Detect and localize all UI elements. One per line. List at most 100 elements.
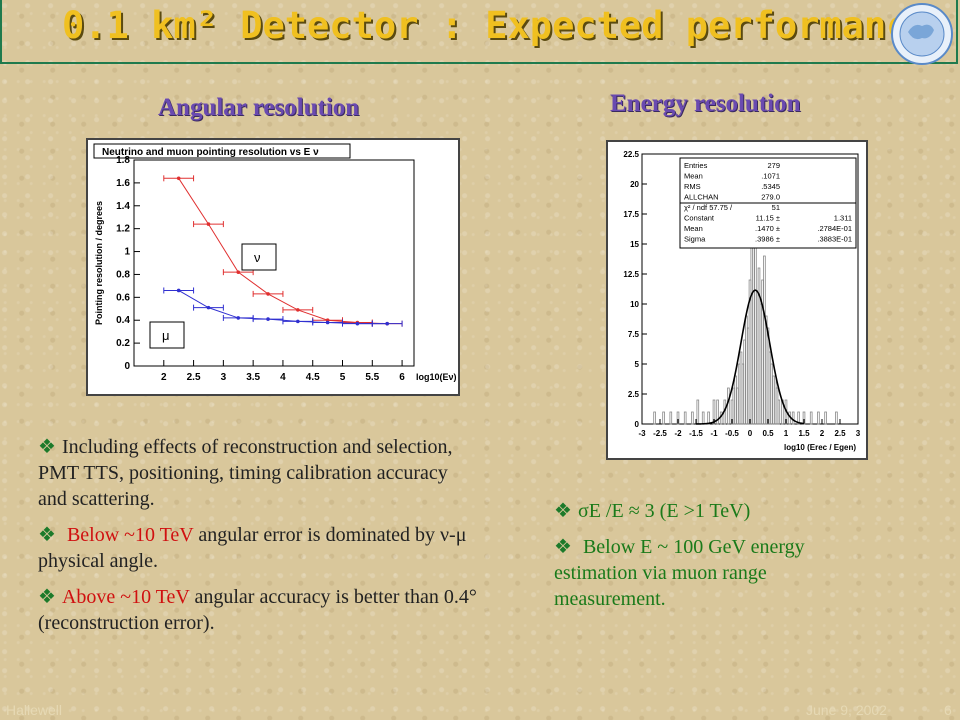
histogram-bin — [669, 411, 673, 425]
diamond-bullet-icon: ❖ — [554, 536, 572, 558]
stats-error: 1.311 — [834, 214, 852, 223]
y-tick-label: 1 — [124, 247, 130, 258]
stats-value: .5345 — [761, 182, 780, 191]
data-point — [236, 270, 241, 274]
x-tick-label: -1 — [710, 429, 718, 438]
left-bullet-3: ❖ Above ~10 TeV angular accuracy is bette… — [38, 586, 477, 634]
y-tick-label: 5 — [635, 360, 640, 369]
x-tick-label: -0.5 — [725, 429, 739, 438]
diamond-bullet-icon: ❖ — [554, 500, 572, 522]
histogram-bin — [716, 399, 719, 425]
histogram-bin — [691, 411, 694, 425]
data-point — [325, 320, 330, 325]
diamond-bullet-icon: ❖ — [38, 524, 56, 546]
chart-title: Neutrino and muon pointing resolution vs… — [102, 147, 319, 158]
x-tick-label: 2 — [820, 429, 825, 438]
y-tick-label: 0 — [124, 361, 130, 372]
histogram-bin — [777, 399, 781, 425]
histogram-bin — [797, 411, 800, 425]
x-axis-label: log10 (Erec / Egen) — [784, 443, 856, 452]
x-tick-label: 2 — [161, 372, 167, 383]
stats-value: .3986 ± — [755, 235, 780, 244]
data-point — [176, 176, 181, 181]
y-tick-label: 1.6 — [116, 178, 130, 189]
x-tick-label: 6 — [399, 372, 405, 383]
y-tick-label: 10 — [630, 300, 639, 309]
x-tick-label: 5.5 — [365, 372, 379, 383]
y-tick-label: 20 — [630, 180, 639, 189]
energy-chart-panel: -3 -2.5 -2 -1.5 -1 -0.5 0 0.5 1 1.5 2 2.5 3 0 2.5 5 7.5 1… — [606, 140, 868, 460]
histogram-bin — [662, 411, 665, 425]
antares-logo — [891, 3, 953, 65]
right-bullet-2: ❖ Below E ~ 100 GeV energy estimation vi… — [554, 536, 805, 610]
y-axis-label: Pointing resolution / degrees — [94, 201, 104, 325]
y-tick-label: 2.5 — [628, 390, 640, 399]
left-bullet-2: ❖ Below ~10 TeV angular error is dominat… — [38, 524, 467, 572]
y-tick-label: 7.5 — [628, 330, 640, 339]
left-bullet-1: ❖ Including effects of reconstruction and… — [38, 436, 453, 510]
stats-label: Entries — [684, 161, 708, 170]
energy-resolution-chart: -3 -2.5 -2 -1.5 -1 -0.5 0 0.5 1 1.5 2 2.5 302.557.51… — [623, 150, 860, 452]
stats-value: 11.15 ± — [756, 214, 780, 223]
y-tick-label: 0 — [635, 420, 640, 429]
data-point — [296, 319, 300, 324]
x-tick-label: 1.5 — [798, 429, 810, 438]
diamond-bullet-icon: ❖ — [38, 586, 56, 608]
footer-author: Hallewell — [6, 702, 63, 718]
left-bullets: ❖ Including effects of reconstruction and… — [38, 434, 478, 646]
stats-label: RMS — [684, 182, 701, 191]
histogram-bin — [835, 411, 838, 425]
histogram-bin — [824, 411, 827, 425]
y-tick-label: 0.6 — [116, 292, 130, 303]
stats-label: Constant — [684, 214, 715, 223]
histogram-bin — [791, 411, 795, 425]
left-heading: Angular resolution — [158, 94, 360, 121]
diamond-bullet-icon: ❖ — [38, 436, 56, 458]
y-tick-label: 15 — [630, 240, 639, 249]
histogram-bin — [683, 411, 687, 425]
angular-resolution-chart: Neutrino and muon pointing resolution vs… — [88, 140, 458, 394]
x-tick-label: 3.5 — [246, 372, 260, 383]
y-tick-label: 1.8 — [116, 155, 130, 166]
y-tick-label: 22.5 — [623, 150, 639, 159]
y-tick-label: 12.5 — [623, 270, 639, 279]
histogram-bin — [817, 411, 820, 425]
y-tick-label: 0.4 — [116, 315, 130, 326]
stats-value: 51 — [772, 203, 780, 212]
stats-label: ALLCHAN — [684, 193, 719, 202]
data-point — [355, 321, 360, 326]
histogram-bin — [676, 411, 680, 425]
x-tick-label: -2.5 — [653, 429, 667, 438]
x-tick-label: 3 — [221, 372, 227, 383]
histogram-bin — [727, 387, 730, 425]
x-tick-label: 4.5 — [306, 372, 320, 383]
stats-label: Mean — [684, 172, 703, 181]
x-tick-label: -3 — [638, 429, 646, 438]
stats-error: .2784E-01 — [817, 224, 852, 233]
x-tick-label: 0.5 — [762, 429, 774, 438]
data-point — [266, 317, 270, 321]
legend-box-nu — [241, 243, 277, 271]
legend-label-nu: ν — [254, 250, 261, 265]
y-tick-label: 0.2 — [116, 338, 130, 349]
legend-label-mu: μ — [162, 328, 170, 343]
x-tick-label: 1 — [784, 429, 789, 438]
footer-page-number: 6 — [944, 702, 952, 718]
stats-label: Sigma — [684, 235, 706, 244]
footer-date: June 9, 2002 — [806, 702, 887, 718]
stats-label: Mean — [684, 224, 703, 233]
right-bullet-1: ❖ σE /E ≈ 3 (E >1 TeV) — [554, 500, 751, 522]
angular-chart-panel: Neutrino and muon pointing resolution vs… — [86, 138, 460, 396]
histogram-bin — [809, 411, 813, 425]
histogram-bin — [802, 411, 806, 425]
right-bullets: ❖ σE /E ≈ 3 (E >1 TeV) ❖ Below E ~ 100 Ge… — [554, 498, 874, 622]
data-point — [296, 308, 300, 312]
x-tick-label: 2.5 — [187, 372, 201, 383]
chart-title-box — [93, 143, 351, 159]
data-point — [206, 222, 211, 226]
stats-value: 279.0 — [761, 193, 780, 202]
y-tick-label: 1.2 — [116, 224, 130, 235]
y-tick-label: 1.4 — [116, 201, 130, 212]
data-point — [206, 305, 211, 310]
histogram-bin — [712, 399, 716, 425]
